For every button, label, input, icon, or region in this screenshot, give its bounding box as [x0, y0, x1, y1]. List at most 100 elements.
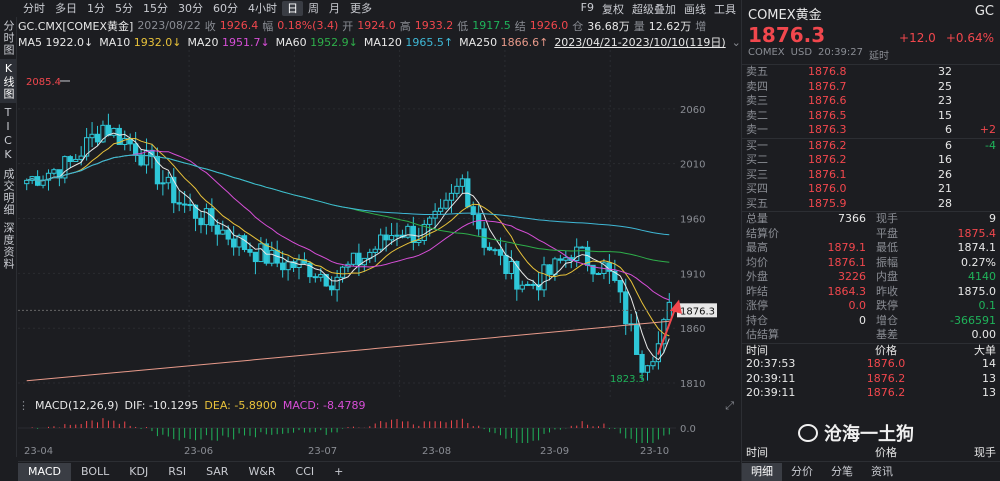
- bid-row[interactable]: 买五 1875.9 28: [742, 197, 1000, 212]
- candle-body: [644, 365, 651, 373]
- tool-4[interactable]: 工具: [714, 2, 736, 16]
- period-tab-10[interactable]: 月: [329, 2, 340, 15]
- macd-chart[interactable]: 0.0: [18, 413, 740, 443]
- y-tick-label: 1960: [680, 215, 705, 226]
- quote-open: 1924.0: [357, 19, 396, 32]
- trades-header-2: 时间 价格 现手: [742, 446, 1000, 461]
- period-tab-2[interactable]: 1分: [87, 2, 105, 15]
- candle-body: [214, 224, 220, 235]
- period-tab-9[interactable]: 周: [308, 2, 319, 15]
- candle-body: [45, 172, 52, 181]
- candle-body: [639, 353, 645, 373]
- candle-body: [514, 261, 520, 290]
- bid-level: 买四: [746, 182, 768, 195]
- bid-row[interactable]: 买四 1876.0 21: [742, 182, 1000, 197]
- macd-dot-icon: ⋮: [18, 399, 29, 412]
- trades-header-cell: 大单: [974, 343, 996, 357]
- trades-header-cell: 价格: [875, 343, 897, 357]
- quote-vol: 12.62万: [648, 19, 692, 33]
- panel-tab-3[interactable]: 资讯: [871, 464, 893, 478]
- tool-1[interactable]: 复权: [602, 2, 624, 16]
- bid-level: 买五: [746, 196, 768, 210]
- quote-more[interactable]: 增: [695, 19, 707, 33]
- bid-price: 1876.2: [808, 138, 847, 152]
- expand-icon[interactable]: ⤢: [725, 398, 734, 412]
- vtab-4[interactable]: 深度资料: [2, 222, 15, 270]
- stat-value: 7366: [838, 212, 866, 225]
- period-tab-5[interactable]: 30分: [178, 2, 203, 15]
- candle-body: [459, 178, 465, 187]
- candle-body: [62, 156, 68, 179]
- tool-2[interactable]: 超级叠加: [632, 2, 676, 16]
- candle-body: [378, 234, 384, 250]
- tool-0[interactable]: F9: [580, 0, 594, 14]
- tool-3[interactable]: 画线: [684, 2, 706, 16]
- candle-body: [650, 361, 656, 367]
- bid-row[interactable]: 买一 1876.2 6 -4: [742, 139, 1000, 154]
- chevron-down-icon[interactable]: ⌄: [731, 35, 741, 49]
- ask-volume: 15: [938, 108, 952, 122]
- ma-item-1: MA10 1932.0↓: [99, 36, 181, 49]
- indicator-tab-6[interactable]: CCI: [295, 464, 315, 478]
- ask-row[interactable]: 卖四 1876.7 25: [742, 80, 1000, 95]
- candle-body: [323, 274, 329, 287]
- stat-value: 0.27%: [961, 255, 996, 269]
- stats-row: 结算价 平盘 1875.4: [742, 227, 1000, 242]
- indicator-tab-0[interactable]: MACD: [18, 462, 71, 481]
- date-range[interactable]: 2023/04/21-2023/10/10(119日): [554, 36, 726, 49]
- ma-legend-line: MA5 1922.0↓ MA10 1932.0↓ MA20 1951.7↓ MA60 …: [18, 34, 756, 50]
- panel-tab-0[interactable]: 明细: [742, 462, 782, 481]
- candle-body: [83, 137, 90, 157]
- panel-tab-1[interactable]: 分价: [791, 464, 813, 478]
- panel-header: COMEX黄金 GC: [742, 0, 1000, 23]
- stat-label: 振幅: [876, 255, 898, 269]
- stat-value: 0: [859, 313, 866, 327]
- ask-volume: 25: [938, 79, 952, 93]
- stats-row: 均价 1876.1 振幅 0.27%: [742, 256, 1000, 271]
- bid-row[interactable]: 买三 1876.1 26: [742, 168, 1000, 183]
- wechat-icon: [798, 424, 818, 442]
- quote-low-label: 低: [457, 19, 469, 33]
- ask-price: 1876.3: [808, 123, 847, 136]
- bid-volume: 26: [938, 167, 952, 181]
- ask-row[interactable]: 卖二 1876.5 15: [742, 109, 1000, 124]
- indicator-tab-5[interactable]: W&R: [248, 464, 276, 478]
- candle-body: [290, 261, 297, 269]
- candle-body: [78, 155, 84, 160]
- quote-open-label: 开: [342, 19, 354, 33]
- period-tab-3[interactable]: 5分: [115, 2, 133, 15]
- stat-value: [796, 328, 866, 343]
- quote-close: 1926.4: [219, 19, 259, 32]
- ask-delta: [952, 80, 996, 95]
- ask-row[interactable]: 卖三 1876.6 23: [742, 94, 1000, 109]
- indicator-tab-4[interactable]: SAR: [206, 464, 229, 478]
- vtab-3[interactable]: 成交明细: [2, 168, 15, 216]
- indicator-tab-7[interactable]: +: [334, 464, 344, 478]
- stat-value: 0.0: [848, 299, 867, 312]
- period-tab-7[interactable]: 4小时: [248, 2, 277, 15]
- quote-hold: 36.68万: [587, 19, 630, 33]
- period-tab-4[interactable]: 15分: [143, 2, 168, 15]
- indicator-tab-2[interactable]: KDJ: [129, 464, 149, 478]
- trade-price: 1876.2: [866, 371, 906, 385]
- indicator-tab-3[interactable]: RSI: [168, 464, 187, 478]
- vtab-0[interactable]: 分时图: [2, 20, 15, 56]
- stats-row: 总量 7366 现手 9: [742, 212, 1000, 227]
- ask-row[interactable]: 卖五 1876.8 32: [742, 65, 1000, 80]
- period-tab-1[interactable]: 多日: [55, 2, 77, 15]
- stat-label: 内盘: [876, 270, 898, 283]
- candle-body: [350, 252, 357, 265]
- period-tab-0[interactable]: 分时: [23, 2, 45, 15]
- ask-row[interactable]: 卖一 1876.3 6 +2: [742, 123, 1000, 138]
- bid-row[interactable]: 买二 1876.2 16: [742, 153, 1000, 168]
- period-tab-11[interactable]: 更多: [350, 2, 372, 15]
- period-tab-8[interactable]: 日: [282, 1, 303, 16]
- period-tab-6[interactable]: 60分: [213, 2, 238, 15]
- ask-delta: [952, 65, 996, 80]
- indicator-tab-1[interactable]: BOLL: [80, 464, 110, 478]
- vtab-2[interactable]: TICK: [1, 106, 15, 162]
- kline-chart[interactable]: 1810 1860 1910 1960 2010 2060 1876.3 2085.4 1823…: [18, 50, 740, 398]
- macd-zero-label: 0.0: [680, 424, 696, 435]
- panel-tab-2[interactable]: 分笔: [831, 464, 853, 478]
- vtab-1[interactable]: K线图: [0, 59, 16, 103]
